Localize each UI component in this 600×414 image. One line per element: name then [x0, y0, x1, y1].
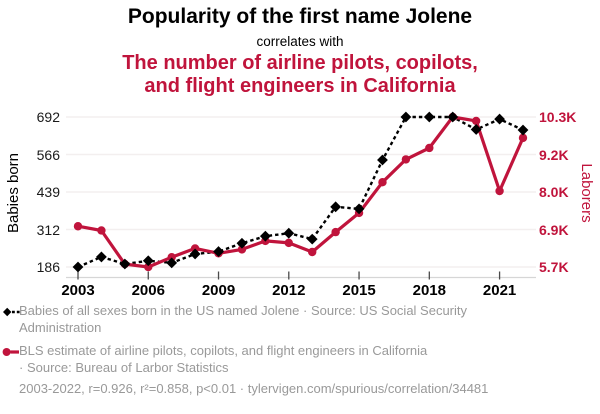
x-axis-tick: 2015	[342, 282, 376, 299]
left-axis-tick: 566	[36, 146, 60, 163]
babies-point	[517, 124, 529, 136]
x-axis-tick: 2018	[412, 282, 446, 299]
left-axis-tick: 312	[36, 221, 60, 238]
laborers-point	[331, 227, 340, 237]
laborers-point	[425, 143, 434, 153]
laborers-point	[401, 155, 411, 164]
left-axis-tick: 439	[36, 184, 60, 200]
babies-point	[119, 258, 131, 270]
laborers-point	[144, 262, 153, 272]
babies-point	[189, 248, 201, 260]
babies-point	[166, 257, 178, 269]
x-axis-tick: 2009	[201, 282, 236, 299]
babies-point	[72, 261, 84, 273]
laborers-point	[190, 244, 200, 253]
laborers-point	[495, 186, 504, 196]
babies-legend-marker-icon	[3, 307, 20, 317]
x-axis-tick: 2021	[482, 282, 517, 299]
chart-red-heading: The number of airline pilots, copilots, …	[122, 52, 478, 97]
laborers-point	[308, 247, 317, 257]
babies-point	[494, 113, 505, 125]
babies-point	[213, 246, 224, 257]
laborers-legend-label: BLS estimate of airline pilots, copilots…	[19, 343, 428, 375]
babies-point	[259, 230, 271, 242]
babies-point	[423, 111, 435, 123]
laborers-series-line	[77, 115, 525, 269]
right-axis-tick: 5.7K	[539, 259, 569, 275]
laborers-point	[471, 116, 481, 126]
babies-point	[306, 233, 318, 245]
babies-point	[400, 111, 412, 123]
laborers-point	[237, 245, 247, 254]
babies-point	[283, 227, 295, 239]
babies-point	[447, 111, 459, 123]
left-axis-tick: 186	[36, 259, 60, 275]
x-axis-tick: 2006	[131, 282, 165, 299]
babies-point	[330, 201, 342, 213]
right-axis-tick: 6.9K	[539, 221, 569, 238]
chart-title: Popularity of the first name Jolene	[127, 5, 473, 28]
babies-point	[377, 154, 388, 166]
babies-point	[470, 124, 482, 135]
babies-legend-label: Babies of all sexes born in the US named…	[19, 303, 468, 335]
x-axis-tick: 2012	[272, 282, 306, 299]
laborers-point	[284, 238, 293, 248]
right-axis-tick: 9.2K	[539, 146, 569, 163]
laborers-legend-marker-icon	[2, 348, 19, 356]
left-axis-tick: 692	[36, 109, 60, 125]
stats-footer: 2003-2022, r=0.926, r²=0.858, p<0.01 · t…	[19, 381, 489, 396]
right-axis-tick: 10.3K	[539, 109, 577, 125]
laborers-point	[378, 178, 387, 187]
chart-subtitle: correlates with	[256, 34, 344, 49]
x-axis-tick: 2003	[61, 282, 95, 299]
laborers-point	[518, 133, 528, 143]
laborers-point	[97, 226, 106, 235]
laborers-point	[73, 222, 83, 231]
right-axis-tick: 8.0K	[539, 184, 569, 200]
babies-point	[353, 203, 365, 215]
babies-point	[96, 251, 107, 263]
laborers-point	[167, 253, 176, 262]
babies-point	[142, 255, 154, 267]
babies-point	[236, 237, 248, 249]
